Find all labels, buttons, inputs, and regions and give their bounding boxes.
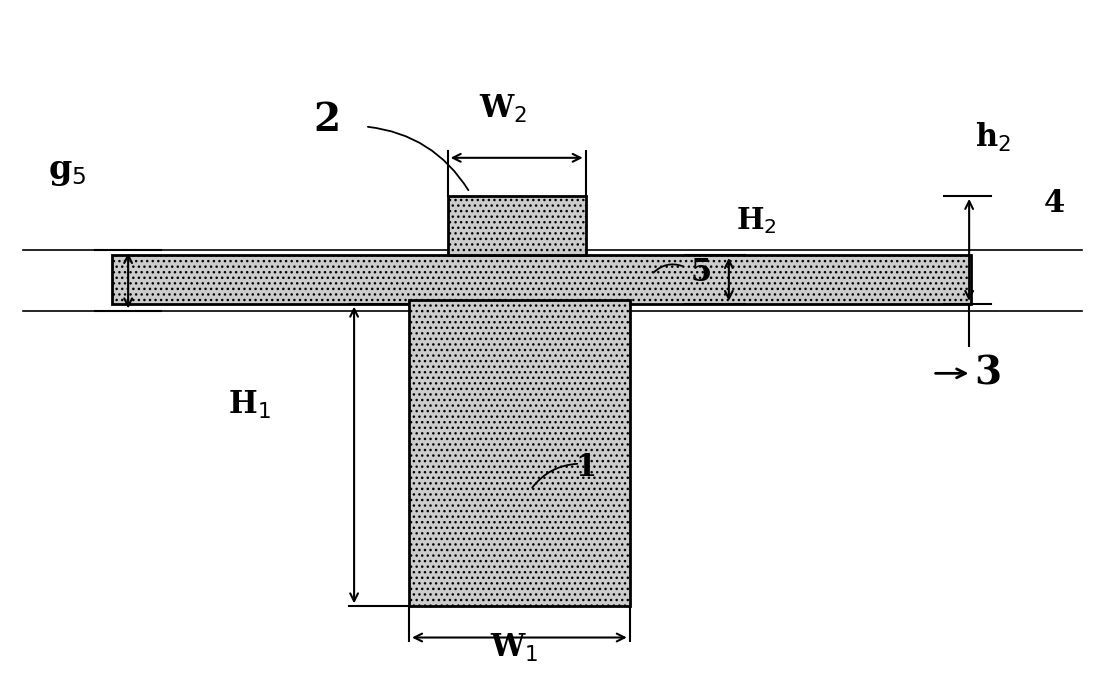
- Text: H$_1$: H$_1$: [228, 389, 271, 421]
- Bar: [448, 196, 586, 255]
- Text: H$_2$: H$_2$: [736, 205, 777, 236]
- Bar: [112, 255, 971, 304]
- Text: 4: 4: [1043, 188, 1064, 218]
- Text: W$_2$: W$_2$: [478, 93, 527, 125]
- Text: 5: 5: [691, 257, 712, 288]
- Text: W$_1$: W$_1$: [490, 632, 538, 664]
- Bar: [409, 300, 630, 607]
- Text: 2: 2: [313, 101, 340, 139]
- Text: 1: 1: [575, 452, 596, 483]
- Text: h$_2$: h$_2$: [976, 121, 1011, 154]
- Text: g$_5$: g$_5$: [49, 155, 86, 188]
- Text: 3: 3: [975, 355, 1001, 392]
